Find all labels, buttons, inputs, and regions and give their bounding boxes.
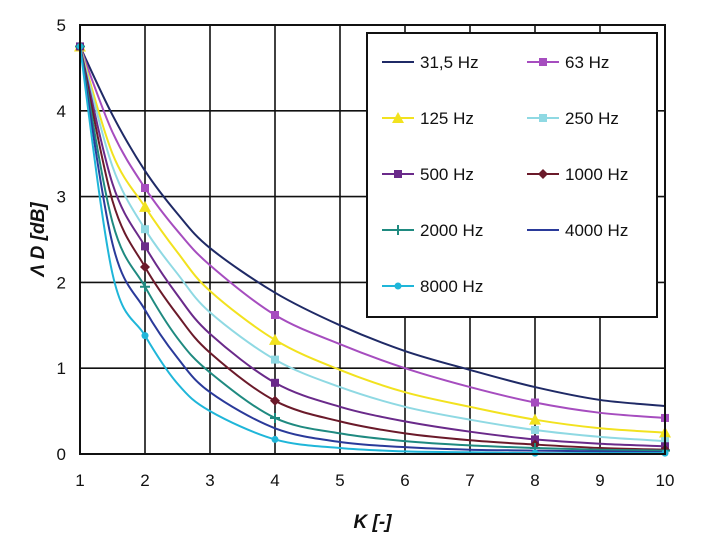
legend-marker bbox=[539, 58, 547, 66]
data-point bbox=[139, 200, 151, 212]
legend-label: 250 Hz bbox=[565, 109, 619, 128]
x-tick-labels: 1 2 3 4 5 6 7 8 9 10 bbox=[75, 471, 674, 490]
y-axis-label: Λ D [dB] bbox=[28, 202, 49, 278]
x-tick-label: 5 bbox=[335, 471, 344, 490]
data-point bbox=[141, 332, 149, 340]
legend: 31,5 Hz 63 Hz 125 Hz 250 Hz 500 Hz 1000 Hz 200… bbox=[366, 32, 658, 318]
data-point bbox=[141, 184, 149, 193]
x-tick-label: 9 bbox=[595, 471, 604, 490]
x-tick-label: 4 bbox=[270, 471, 279, 490]
series-31-5-hz bbox=[79, 46, 666, 407]
legend-item: 2000 Hz bbox=[382, 221, 483, 240]
data-point bbox=[140, 261, 150, 272]
y-tick-label: 0 bbox=[57, 445, 66, 464]
y-tick-label: 1 bbox=[57, 359, 66, 378]
legend-label: 8000 Hz bbox=[420, 277, 483, 296]
data-point bbox=[531, 435, 539, 444]
x-tick-label: 6 bbox=[400, 471, 409, 490]
data-point bbox=[270, 412, 280, 423]
legend-box bbox=[366, 32, 658, 318]
x-tick-label: 10 bbox=[656, 471, 675, 490]
series-line bbox=[79, 46, 666, 419]
legend-label: 31,5 Hz bbox=[420, 53, 479, 72]
y-tick-label: 2 bbox=[57, 273, 66, 292]
legend-item: 31,5 Hz bbox=[382, 53, 479, 72]
legend-item: 125 Hz bbox=[382, 109, 474, 128]
data-point bbox=[270, 395, 280, 406]
legend-item: 250 Hz bbox=[527, 109, 619, 128]
plot-frame bbox=[79, 24, 666, 455]
data-point bbox=[529, 413, 541, 425]
legend-label: 4000 Hz bbox=[565, 221, 628, 240]
legend-marker bbox=[394, 170, 402, 178]
x-tick-label: 7 bbox=[465, 471, 474, 490]
legend-marker bbox=[394, 282, 402, 290]
legend-marker bbox=[539, 114, 547, 122]
data-point bbox=[141, 225, 149, 234]
legend-label: 125 Hz bbox=[420, 109, 474, 128]
data-point bbox=[531, 425, 539, 434]
data-point bbox=[531, 398, 539, 407]
legend-marker bbox=[393, 225, 403, 235]
data-point bbox=[271, 378, 279, 387]
data-point bbox=[140, 281, 150, 292]
legend-marker bbox=[392, 112, 404, 123]
legend-label: 1000 Hz bbox=[565, 165, 628, 184]
legend-item: 8000 Hz bbox=[382, 277, 483, 296]
legend-label: 63 Hz bbox=[565, 53, 609, 72]
data-point bbox=[141, 242, 149, 251]
data-point bbox=[271, 311, 279, 320]
series-layer bbox=[74, 40, 671, 457]
x-tick-label: 1 bbox=[75, 471, 84, 490]
legend-item: 4000 Hz bbox=[527, 221, 628, 240]
legend-label: 500 Hz bbox=[420, 165, 474, 184]
data-point bbox=[269, 333, 281, 345]
y-tick-labels: 0 1 2 3 4 5 bbox=[57, 16, 66, 464]
legend-marker bbox=[538, 169, 548, 179]
series-line bbox=[79, 46, 666, 443]
x-tick-label: 3 bbox=[205, 471, 214, 490]
legend-item: 500 Hz bbox=[382, 165, 474, 184]
series-line bbox=[79, 46, 666, 407]
y-tick-label: 5 bbox=[57, 16, 66, 35]
legend-item: 1000 Hz bbox=[527, 165, 628, 184]
y-tick-label: 3 bbox=[57, 188, 66, 207]
x-tick-label: 2 bbox=[140, 471, 149, 490]
y-tick-label: 4 bbox=[57, 102, 66, 121]
series-line bbox=[79, 46, 666, 434]
x-tick-label: 8 bbox=[530, 471, 539, 490]
legend-label: 2000 Hz bbox=[420, 221, 483, 240]
x-axis-label: K [-] bbox=[354, 512, 393, 533]
legend-item: 63 Hz bbox=[527, 53, 609, 72]
data-point bbox=[271, 355, 279, 364]
data-point bbox=[271, 435, 279, 443]
